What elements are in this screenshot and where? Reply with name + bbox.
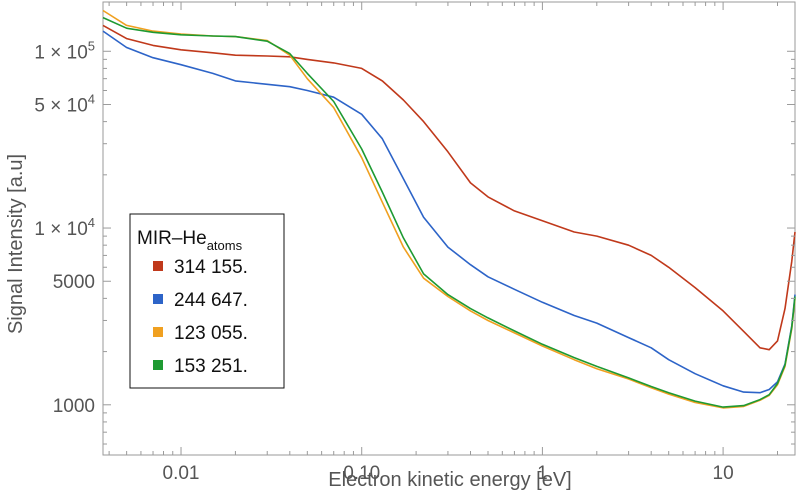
x-tick-label: 0.10 (343, 463, 380, 484)
y-tick-label: 1 × 105 (34, 38, 95, 63)
y-tick-label-base: 5 × 10 (34, 95, 87, 116)
y-tick-label: 1000 (53, 396, 95, 417)
x-axis: 0.01 0.10 1 10 (108, 2, 778, 484)
legend-label: 153 251. (174, 356, 248, 377)
y-axis-title: Signal Intensity [a.u] (5, 154, 27, 334)
series-layer (102, 9, 796, 409)
legend-title: MIR–Heatoms (137, 228, 243, 253)
legend-swatch (153, 327, 163, 337)
legend-label: 314 155. (174, 257, 248, 278)
legend-label: 244 647. (174, 290, 248, 311)
y-tick-label-exponent: 5 (88, 38, 95, 53)
y-tick-label: 1 × 104 (34, 215, 95, 240)
legend-swatch (153, 294, 163, 304)
series-line-1 (102, 24, 796, 351)
legend-label: 123 055. (174, 323, 248, 344)
y-tick-label-exponent: 4 (88, 91, 95, 106)
y-tick-label-exponent: 4 (88, 215, 95, 230)
legend-swatch (153, 261, 163, 271)
y-tick-label: 5 × 104 (34, 91, 95, 116)
legend: MIR–Heatoms 314 155. 244 647. 123 055. 153 … (129, 213, 285, 389)
x-tick-label: 10 (713, 463, 734, 484)
x-tick-label: 0.01 (163, 463, 200, 484)
y-tick-label-base: 1 × 10 (34, 219, 87, 240)
y-tick-label: 5000 (53, 272, 95, 293)
legend-swatch (153, 360, 163, 370)
legend-items: 314 155. 244 647. 123 055. 153 251. (153, 257, 248, 377)
y-tick-label-base: 1 × 10 (34, 42, 87, 63)
x-tick-label: 1 (537, 463, 548, 484)
series-line-4 (102, 16, 796, 408)
series-line-2 (102, 30, 796, 394)
x-axis-title: Electron kinetic energy [eV] (328, 469, 571, 491)
